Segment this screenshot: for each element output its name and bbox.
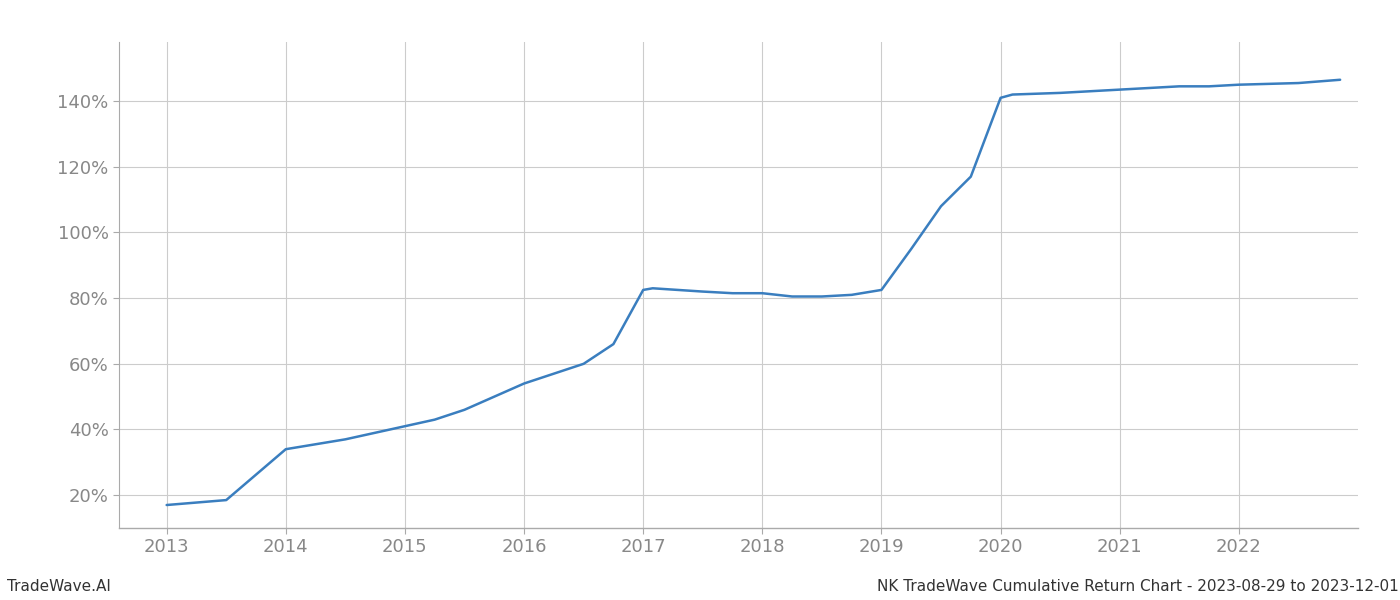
Text: TradeWave.AI: TradeWave.AI — [7, 579, 111, 594]
Text: NK TradeWave Cumulative Return Chart - 2023-08-29 to 2023-12-01: NK TradeWave Cumulative Return Chart - 2… — [876, 579, 1399, 594]
